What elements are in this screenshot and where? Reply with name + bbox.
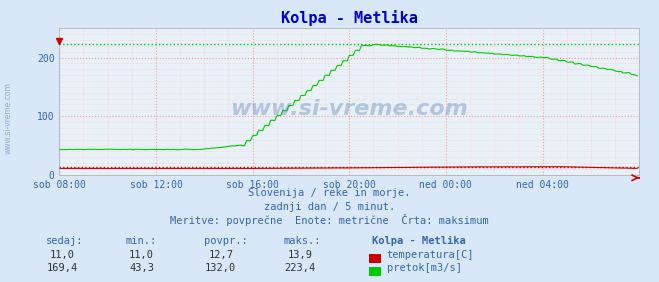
Text: min.:: min.:	[125, 236, 156, 246]
Text: 132,0: 132,0	[205, 263, 237, 273]
Text: povpr.:: povpr.:	[204, 236, 248, 246]
Text: 43,3: 43,3	[129, 263, 154, 273]
Text: 12,7: 12,7	[208, 250, 233, 260]
Text: www.si-vreme.com: www.si-vreme.com	[3, 83, 13, 154]
Text: www.si-vreme.com: www.si-vreme.com	[231, 99, 468, 119]
Text: 11,0: 11,0	[129, 250, 154, 260]
Text: 169,4: 169,4	[47, 263, 78, 273]
Text: maks.:: maks.:	[283, 236, 321, 246]
Text: zadnji dan / 5 minut.: zadnji dan / 5 minut.	[264, 202, 395, 212]
Text: 11,0: 11,0	[50, 250, 75, 260]
Text: temperatura[C]: temperatura[C]	[387, 250, 474, 260]
Text: Meritve: povprečne  Enote: metrične  Črta: maksimum: Meritve: povprečne Enote: metrične Črta:…	[170, 214, 489, 226]
Text: 223,4: 223,4	[284, 263, 316, 273]
Text: Kolpa - Metlika: Kolpa - Metlika	[372, 236, 466, 246]
Bar	[369, 254, 381, 263]
Text: 13,9: 13,9	[287, 250, 312, 260]
Title: Kolpa - Metlika: Kolpa - Metlika	[281, 10, 418, 26]
Bar	[369, 267, 381, 276]
Text: Slovenija / reke in morje.: Slovenija / reke in morje.	[248, 188, 411, 198]
Text: sedaj:: sedaj:	[46, 236, 84, 246]
Text: pretok[m3/s]: pretok[m3/s]	[387, 263, 462, 273]
